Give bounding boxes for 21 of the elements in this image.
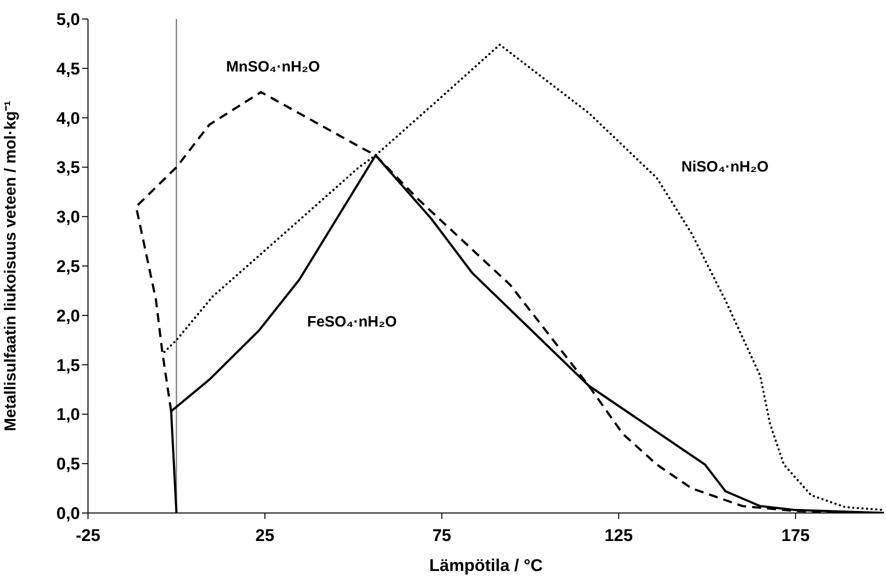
- y-tick-label: 2,5: [56, 257, 80, 276]
- y-tick-label: 2,0: [56, 306, 80, 326]
- y-tick-label: 1,0: [56, 405, 80, 424]
- y-tick-label: 1,5: [56, 356, 80, 375]
- x-tick-label: -25: [76, 526, 100, 546]
- x-tick-label: 75: [432, 526, 452, 546]
- y-tick-label: 0,0: [56, 504, 80, 524]
- y-tick-label: 4,5: [56, 59, 80, 78]
- y-tick-label: 3,5: [56, 158, 80, 178]
- y-tick-label: 3,0: [56, 208, 80, 227]
- series-label: NiSO₄·nH₂O: [681, 158, 769, 176]
- y-axis-title: Metallisulfaatin liukoisuus veteen / mol·kg⁻¹: [2, 100, 20, 432]
- y-tick-label: 5,0: [56, 10, 80, 30]
- y-tick-label: 4,0: [56, 108, 80, 128]
- x-tick-label: 25: [255, 526, 274, 546]
- x-tick-label: 125: [604, 526, 633, 546]
- x-axis-title: Lämpötila / °C: [429, 556, 543, 575]
- y-tick-label: 0,5: [56, 454, 80, 474]
- series-label: FeSO₄·nH₂O: [307, 314, 397, 330]
- x-tick-label: 175: [781, 526, 810, 546]
- series-label: MnSO₄·nH₂O: [226, 58, 320, 76]
